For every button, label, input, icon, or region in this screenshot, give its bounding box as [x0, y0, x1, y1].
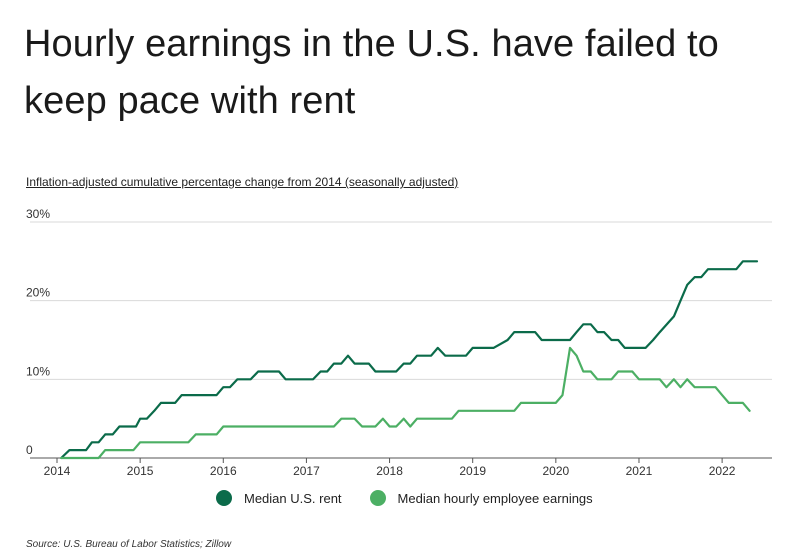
y-tick-label: 30%	[26, 207, 50, 221]
x-tick-label: 2014	[44, 464, 71, 478]
line-chart: 010%20%30% 2014 2015 2016 2017 2018 2019 2020 2…	[26, 207, 772, 478]
x-tick-label: 2016	[210, 464, 237, 478]
x-tick-label: 2019	[459, 464, 486, 478]
chart-legend: Median U.S. rent Median hourly employee …	[216, 490, 621, 506]
y-tick-label: 0	[26, 443, 33, 457]
series-line-rent	[60, 260, 759, 460]
legend-item-rent: Median U.S. rent	[216, 490, 342, 506]
source-note: Source: U.S. Bureau of Labor Statistics;…	[26, 539, 232, 550]
chart-gridlines	[30, 221, 772, 380]
x-tick-label: 2022	[709, 464, 736, 478]
x-tick-label: 2017	[293, 464, 320, 478]
x-tick-label: 2021	[626, 464, 653, 478]
x-tick-label: 2020	[542, 464, 569, 478]
legend-swatch-rent	[216, 490, 232, 506]
chart-title: Hourly earnings in the U.S. have failed …	[24, 23, 719, 122]
x-axis: 2014 2015 2016 2017 2018 2019 2020 2021 2022	[30, 457, 772, 478]
series-line-earnings	[60, 346, 751, 460]
y-axis-ticks: 0 10% 20% 30%	[26, 207, 50, 457]
y-tick-label: 20%	[26, 286, 50, 300]
legend-swatch-earnings	[369, 490, 386, 506]
legend-item-earnings: Median hourly employee earnings	[369, 490, 593, 506]
x-tick-label: 2015	[127, 464, 154, 478]
chart-series	[60, 260, 759, 460]
y-tick-label: 10%	[26, 364, 50, 378]
legend-label-earnings: Median hourly employee earnings	[397, 490, 593, 506]
legend-label-rent: Median U.S. rent	[244, 490, 342, 506]
chart-subtitle: Inflation-adjusted cumulative percentage…	[26, 175, 459, 189]
x-tick-label: 2018	[376, 464, 403, 478]
